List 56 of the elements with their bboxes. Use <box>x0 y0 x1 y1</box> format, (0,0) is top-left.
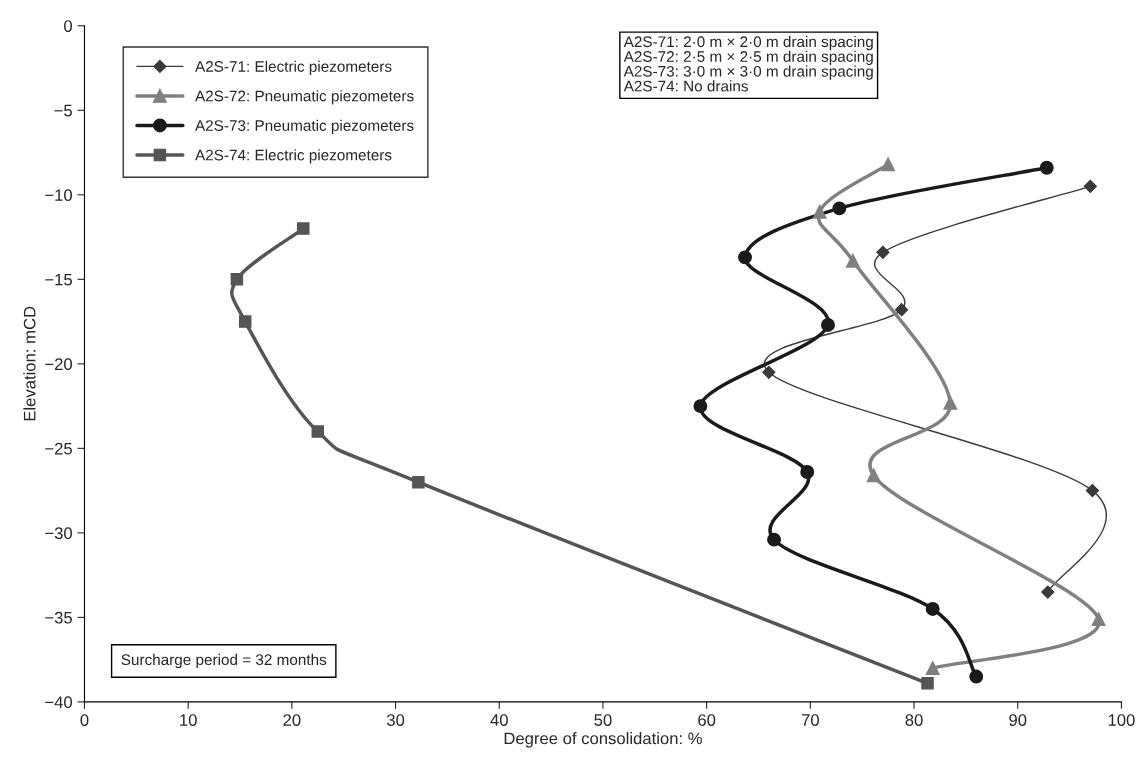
point <box>693 399 708 414</box>
point <box>1041 585 1055 599</box>
annotation: A2S-71: 2·0 m × 2·0 m drain spacing A2S-72: 2·5 m × 2·5 m drain spacing A2S-73: 3·0 m × 3·0 m drain spacing A2S-74: No drains <box>623 35 873 92</box>
point <box>881 157 896 172</box>
legend-label: A2S-74: Electric piezometers <box>195 149 392 164</box>
x-tick-label: 20 <box>283 714 301 726</box>
point <box>1039 160 1054 175</box>
y-tick-label: −10 <box>45 189 73 202</box>
legend-label: A2S-71: Electric piezometers <box>195 60 392 75</box>
point <box>876 245 890 259</box>
y-tick-label: −15 <box>45 273 72 286</box>
point <box>762 365 776 379</box>
point <box>1091 612 1106 627</box>
point <box>297 222 310 235</box>
point <box>812 204 827 219</box>
annotation: Surcharge period = 32 months <box>121 653 327 669</box>
point <box>738 250 752 265</box>
point <box>895 303 909 317</box>
point <box>767 532 781 547</box>
point <box>969 669 984 684</box>
x-tick-label: 90 <box>1009 714 1027 726</box>
point <box>866 468 881 483</box>
point <box>800 465 815 479</box>
point <box>943 395 958 410</box>
x-tick-label: 70 <box>801 714 819 726</box>
x-tick-label: 60 <box>698 714 716 726</box>
x-tick-label: 10 <box>180 714 197 726</box>
point <box>925 601 940 616</box>
point <box>925 661 940 676</box>
point <box>1085 484 1099 498</box>
y-axis-title: Elevation: mCD <box>23 306 36 421</box>
x-tick-label: 30 <box>386 714 405 726</box>
x-axis-title: Degree of consolidation: % <box>504 732 702 748</box>
point <box>832 201 847 216</box>
point <box>845 253 860 268</box>
x-tick-label: 100 <box>1108 714 1135 726</box>
y-tick-label: −30 <box>45 527 73 540</box>
point <box>921 677 934 690</box>
point <box>238 315 252 328</box>
x-tick-label: 80 <box>905 714 923 726</box>
point <box>821 318 835 332</box>
point <box>311 425 325 438</box>
y-tick-label: −20 <box>45 358 73 371</box>
point <box>412 475 425 489</box>
x-tick-label: 50 <box>594 714 612 726</box>
y-tick-label: −25 <box>45 442 72 455</box>
legend-label: A2S-73: Pneumatic piezometers <box>195 119 414 134</box>
y-tick-label: −35 <box>45 611 72 624</box>
y-tick-label: −40 <box>45 696 73 709</box>
x-tick-label: 40 <box>490 714 508 726</box>
point <box>1083 179 1097 193</box>
y-tick-label: −5 <box>54 104 72 117</box>
point <box>230 273 244 286</box>
y-tick-label: 0 <box>64 20 73 32</box>
legend-label: A2S-72: Pneumatic piezometers <box>195 90 414 105</box>
x-tick-label: 0 <box>80 714 89 726</box>
